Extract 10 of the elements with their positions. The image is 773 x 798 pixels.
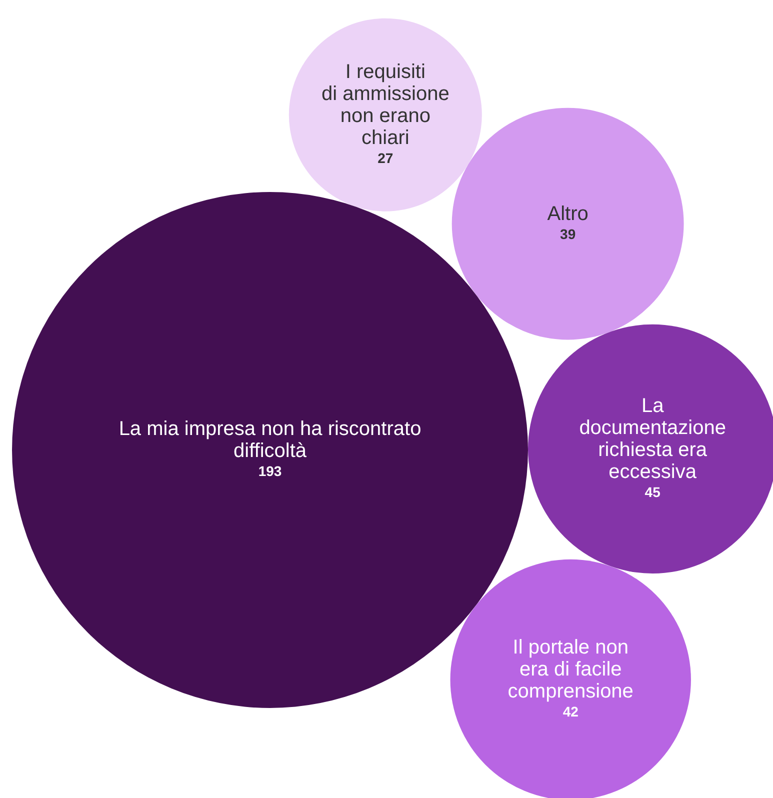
category-label: I requisiti di ammissione non erano chiari	[322, 60, 450, 149]
data-label: 42	[562, 704, 579, 720]
data-label: 45	[644, 484, 661, 500]
data-label: 39	[560, 226, 576, 242]
category-label: La mia impresa non ha riscontrato difficoltà	[118, 418, 422, 462]
category-label: Il portale non era di facile comprensione	[508, 636, 634, 703]
category-label: Altro	[547, 202, 588, 225]
category-label: La documentazione richiesta era eccessiva	[579, 394, 726, 483]
data-label: 27	[378, 150, 394, 166]
data-label: 193	[258, 463, 282, 479]
